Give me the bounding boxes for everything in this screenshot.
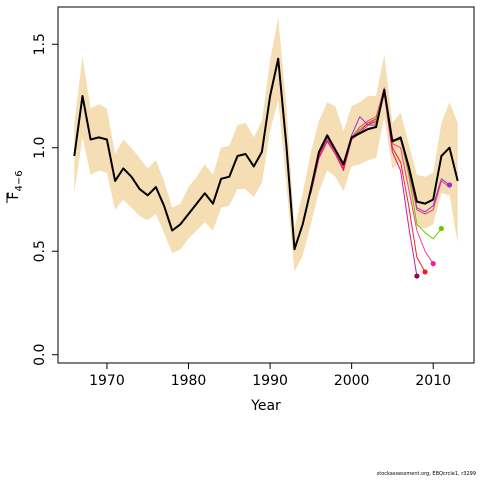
y-axis-title: F4−6: [6, 170, 25, 203]
y-tick-label: 0.0: [32, 344, 48, 366]
y-axis: 0.0 0.5 1.0 1.5: [32, 33, 58, 366]
y-tick-label: 1.0: [32, 137, 48, 159]
x-tick-label: 1970: [89, 373, 125, 389]
x-tick-label: 2000: [334, 373, 370, 389]
y-axis-title-sub: 4−6: [14, 170, 25, 191]
endpoint-marker-2: [422, 269, 428, 275]
series-line-main: [73, 57, 459, 251]
x-tick-label: 2010: [415, 373, 451, 389]
endpoint-marker-3: [430, 261, 436, 267]
x-tick-label: 1990: [252, 373, 288, 389]
credit-text: stockassessment.org, EBQcrcle1, r3299: [376, 471, 476, 477]
series-lines: [73, 57, 459, 277]
endpoint-marker-5: [446, 182, 453, 188]
endpoint-marker-1: [414, 273, 420, 279]
y-tick-label: 1.5: [32, 33, 48, 55]
x-tick-label: 1980: [171, 373, 207, 389]
series-line-retro-1: [310, 93, 418, 277]
confidence-band: [74, 17, 458, 272]
y-axis-title-main: F: [6, 192, 22, 200]
plot-frame: [57, 6, 475, 364]
y-tick-label: 0.5: [32, 240, 48, 262]
band-area: [74, 17, 458, 272]
x-axis: 1970 1980 1990 2000 2010: [89, 363, 451, 389]
x-axis-title: Year: [250, 398, 281, 414]
svg-text:F4−6: F4−6: [6, 170, 25, 199]
endpoint-markers: [414, 182, 453, 279]
endpoint-marker-4: [438, 225, 444, 232]
